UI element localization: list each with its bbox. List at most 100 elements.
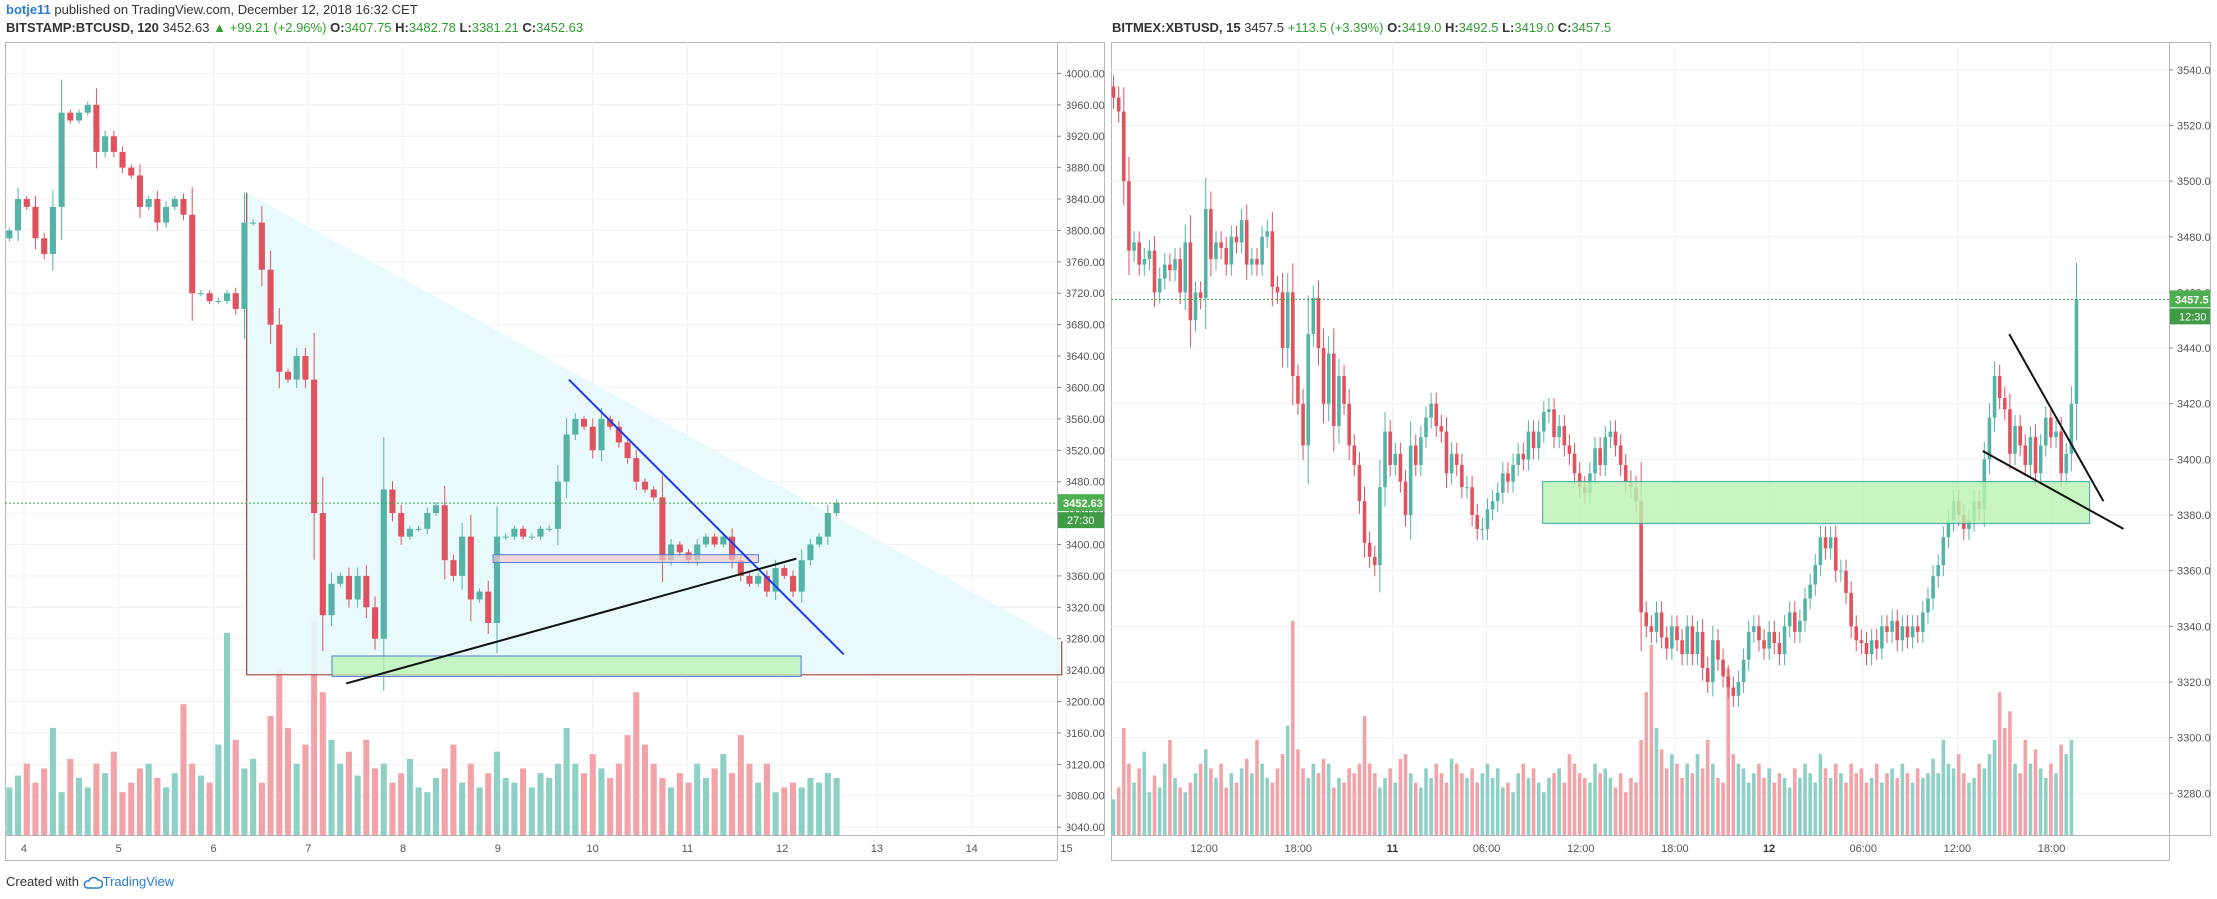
volume-bar — [1752, 773, 1756, 835]
volume-bar — [1582, 777, 1587, 835]
y-tick-label: 3200.00 — [1065, 697, 1105, 709]
left-close: 3452.63 — [536, 20, 584, 35]
candle-body — [1608, 431, 1613, 438]
candle-body — [1454, 453, 1459, 465]
volume-bar — [1644, 692, 1649, 835]
candle-body — [650, 489, 657, 498]
volume-bar — [528, 787, 535, 835]
volume-bar — [1219, 763, 1223, 835]
candle-body — [232, 293, 239, 309]
volume-bar — [1869, 777, 1874, 835]
volume-bar — [2059, 744, 2063, 835]
volume-bar — [163, 787, 170, 835]
volume-bar — [1152, 775, 1157, 835]
volume-bar — [1147, 792, 1152, 835]
volume-bar — [1885, 773, 1889, 835]
candle-body — [1516, 453, 1520, 465]
y-tick-label: 3760.00 — [1065, 257, 1105, 269]
candle-body — [546, 528, 553, 530]
volume-bar — [1997, 692, 2002, 835]
candle-body — [276, 324, 283, 372]
candle-body — [1695, 631, 1700, 655]
candle-body — [284, 371, 292, 380]
candle-body — [1480, 528, 1485, 530]
right-symbol[interactable]: BITMEX:XBTUSD, 15 — [1112, 20, 1241, 35]
publisher-username[interactable]: botje11 — [6, 2, 51, 17]
volume-bar — [1408, 773, 1413, 835]
volume-bar — [1280, 754, 1285, 835]
candle-body — [1777, 643, 1782, 655]
candle-body — [1393, 453, 1398, 465]
candle-body — [363, 575, 370, 608]
volume-bar — [1132, 782, 1136, 835]
candle-body — [607, 418, 614, 427]
volume-bar — [58, 792, 65, 835]
tradingview-brand[interactable]: TradingView — [102, 874, 175, 889]
volume-bar — [267, 716, 274, 835]
candle-body — [2054, 431, 2058, 438]
candle-body — [1900, 626, 1905, 641]
candle-body — [154, 199, 161, 223]
candle-body — [720, 536, 727, 545]
x-tick-label: 12 — [1763, 843, 1775, 855]
candle-body — [485, 591, 492, 624]
volume-bar — [1711, 763, 1715, 835]
candle-body — [319, 513, 326, 616]
candle-body — [1885, 626, 1889, 632]
candle-body — [1444, 431, 1449, 474]
triangle-pattern-fill — [246, 192, 1062, 675]
volume-bar — [1506, 782, 1510, 835]
y-tick-label: 3340.0 — [2177, 621, 2211, 633]
candle-body — [711, 536, 718, 545]
x-tick-label: 12:00 — [1944, 843, 1972, 855]
candle-body — [2064, 453, 2069, 474]
y-tick-label: 3520.00 — [1065, 445, 1105, 457]
candle-body — [580, 418, 588, 427]
volume-bar — [1429, 777, 1433, 835]
y-tick-label: 3040.00 — [1065, 822, 1105, 834]
volume-bar — [1547, 777, 1551, 835]
volume-bar — [206, 782, 213, 835]
right-price-chart[interactable]: 3280.0 3300.0 3320.0 3340.0 3360.0 3380.0 3400… — [1111, 42, 2211, 862]
candle-body — [1285, 292, 1290, 349]
volume-bar — [1818, 754, 1823, 835]
y-tick-label: 3420.0 — [2177, 399, 2211, 411]
candle-body — [1193, 292, 1198, 321]
trend-line — [1982, 450, 2124, 530]
candle-body — [1767, 631, 1771, 649]
volume-bar — [119, 792, 126, 835]
candle-body — [746, 575, 753, 584]
candle-body — [1598, 448, 1602, 465]
volume-bar — [1874, 763, 1879, 835]
left-price-chart[interactable]: 3040.00 3080.00 3120.00 3160.00 3200.00 3240.… — [5, 42, 1107, 862]
candle-body — [450, 560, 457, 576]
candle-body — [1905, 626, 1910, 638]
volume-bar — [284, 727, 292, 835]
left-symbol[interactable]: BITSTAMP:BTCUSD, 120 — [6, 20, 159, 35]
candle-body — [476, 591, 483, 600]
candle-body — [520, 528, 527, 537]
candle-body — [694, 544, 701, 561]
volume-bar — [93, 763, 100, 835]
x-tick-label: 12:00 — [1567, 843, 1595, 855]
candle-body — [798, 560, 805, 592]
volume-bar — [1434, 763, 1439, 835]
candle-body — [598, 418, 605, 451]
candle-body — [241, 222, 248, 309]
candle-body — [102, 136, 109, 152]
y-tick-label: 3960.00 — [1065, 100, 1105, 112]
volume-bar — [1250, 773, 1254, 835]
volume-bar — [1470, 768, 1474, 835]
right-low: 3419.0 — [1514, 20, 1555, 35]
candle-body — [1403, 481, 1408, 516]
time-axis — [5, 835, 1058, 861]
volume-bar — [75, 777, 83, 835]
candle-body — [1844, 570, 1848, 593]
candle-body — [1987, 417, 1992, 460]
volume-bar — [1224, 787, 1229, 835]
candle-body — [1654, 612, 1659, 632]
candle-body — [1593, 448, 1597, 474]
volume-bar — [441, 768, 448, 835]
price-tag-bg — [1058, 494, 1104, 512]
candle-body — [1434, 403, 1439, 426]
